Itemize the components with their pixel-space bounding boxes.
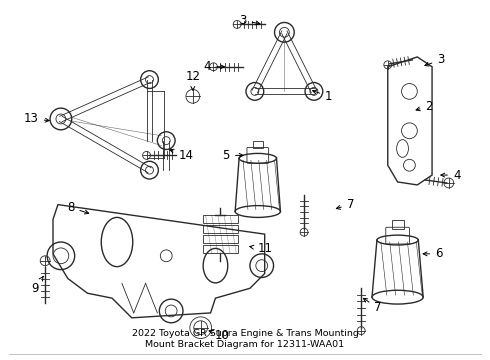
Text: 5: 5 [222, 149, 243, 162]
Text: 7: 7 [364, 298, 382, 315]
Text: 3: 3 [425, 53, 444, 66]
Text: 2: 2 [416, 100, 433, 113]
Bar [203, 245, 238, 253]
Text: 9: 9 [31, 276, 43, 295]
Bar [203, 225, 238, 233]
Bar [203, 215, 238, 223]
Text: 3: 3 [239, 14, 260, 27]
Bar [253, 141, 263, 148]
Bar [392, 220, 404, 229]
Text: 1: 1 [313, 90, 332, 103]
Text: 14: 14 [170, 149, 194, 162]
Text: 12: 12 [185, 70, 200, 90]
Text: 8: 8 [67, 201, 89, 214]
Text: 6: 6 [423, 247, 442, 260]
Text: 11: 11 [250, 242, 272, 255]
Text: 4: 4 [204, 60, 224, 73]
Text: 2022 Toyota GR Supra Engine & Trans Mounting
Mount Bracket Diagram for 12311-WAA: 2022 Toyota GR Supra Engine & Trans Moun… [131, 329, 359, 349]
Text: 13: 13 [24, 112, 49, 125]
Text: 10: 10 [209, 329, 230, 342]
Bar [203, 235, 238, 243]
Text: 4: 4 [441, 168, 461, 181]
Text: 7: 7 [336, 198, 354, 211]
